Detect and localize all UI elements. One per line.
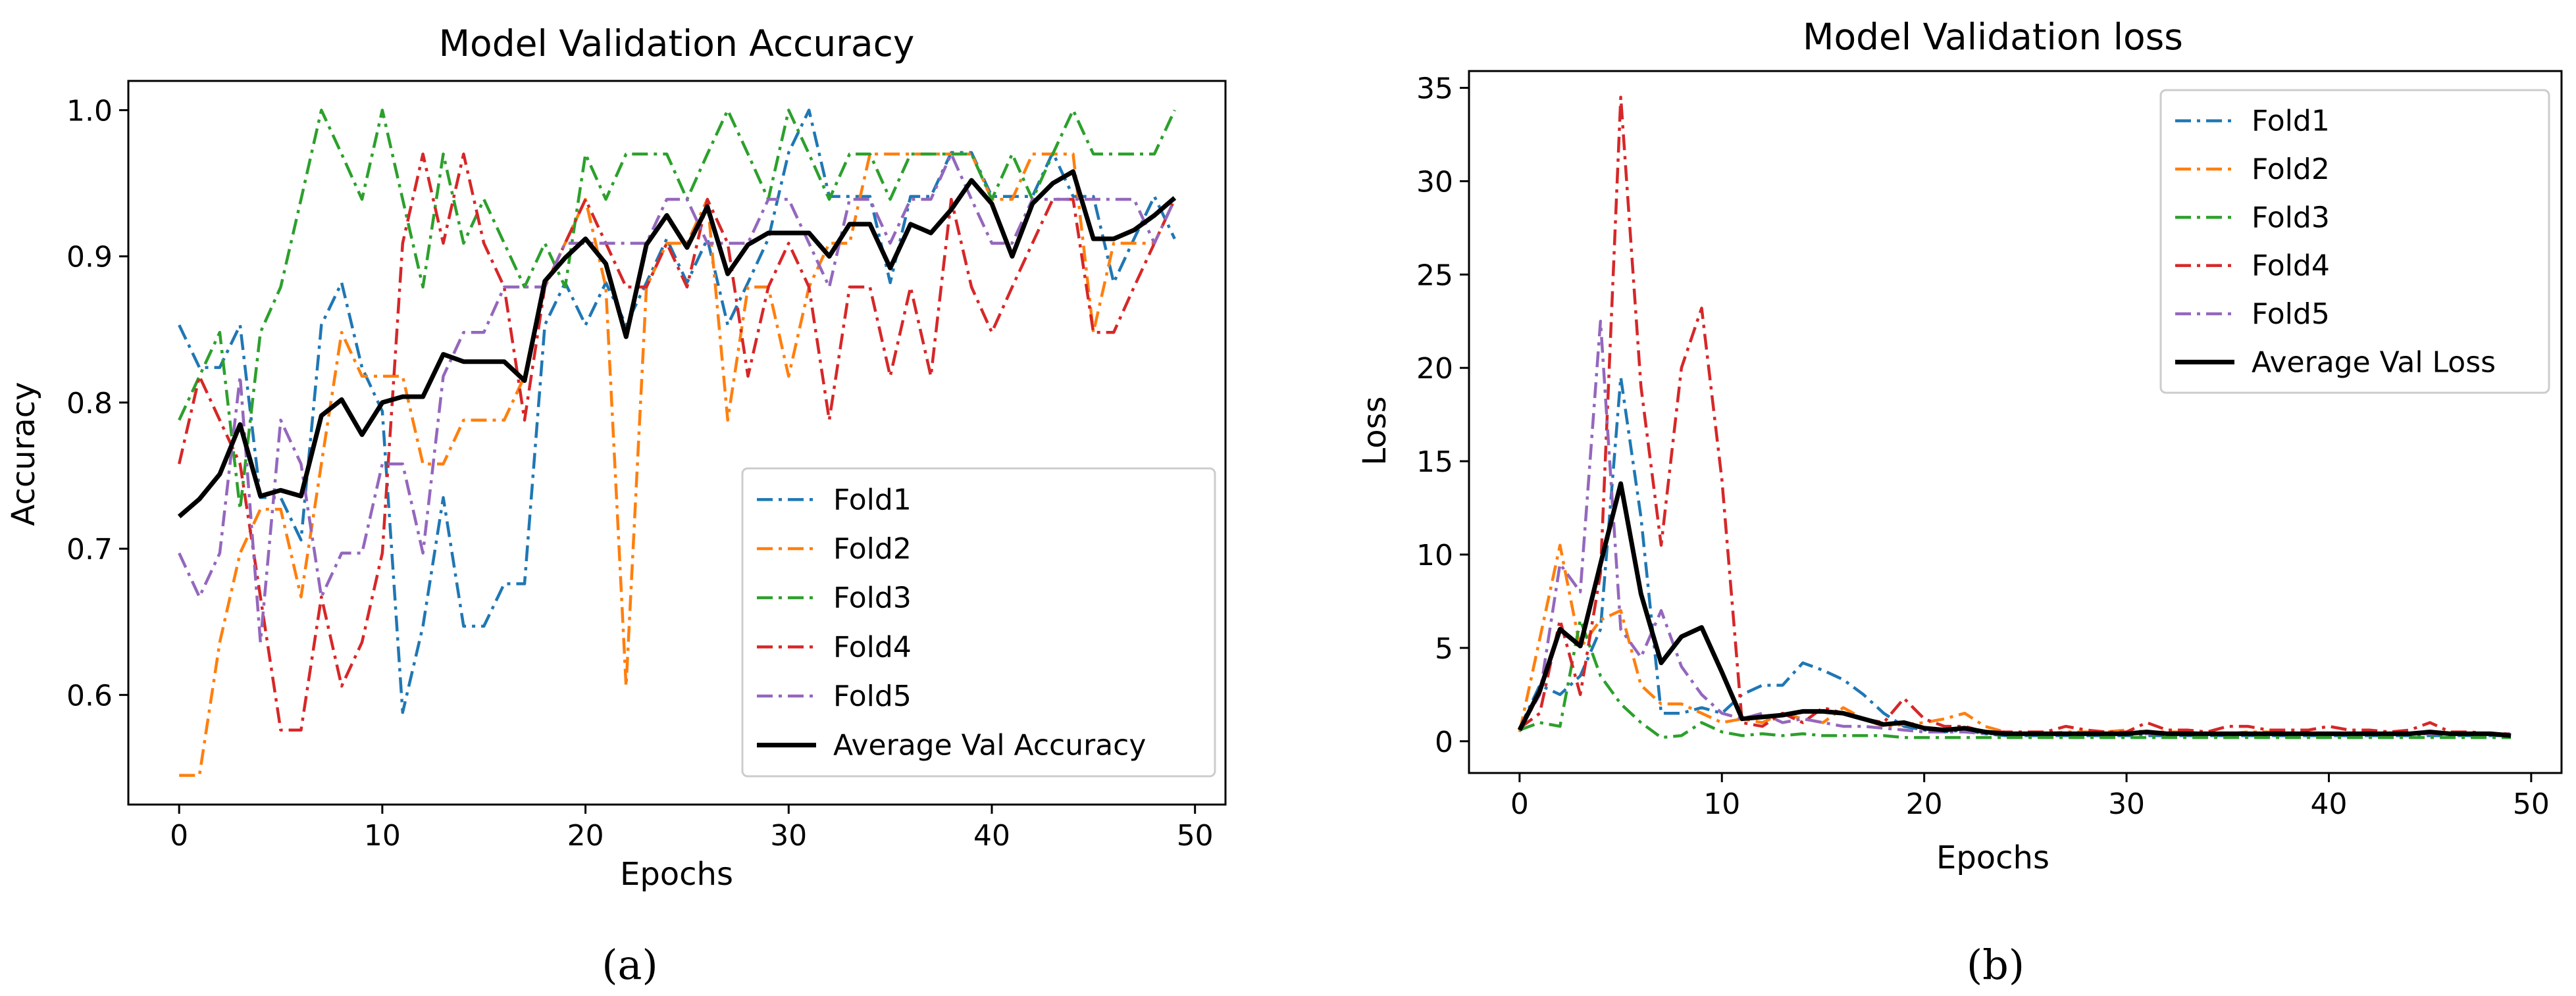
accuracy-series-group xyxy=(177,109,1177,777)
accuracy-caption: (a) xyxy=(602,941,657,989)
loss-y-tick-label: 30 xyxy=(1416,165,1453,199)
accuracy-chart-title: Model Validation Accuracy xyxy=(439,22,915,64)
loss-y-tick-label: 35 xyxy=(1416,72,1453,106)
accuracy-legend-label-fold1: Fold1 xyxy=(833,483,912,516)
loss-caption: (b) xyxy=(1967,941,2024,989)
accuracy-y-tick-label: 0.9 xyxy=(66,241,113,274)
accuracy-y-tick-label: 1.0 xyxy=(66,94,113,128)
accuracy-legend-label-average-val-accuracy: Average Val Accuracy xyxy=(833,729,1146,762)
accuracy-legend-label-fold2: Fold2 xyxy=(833,532,912,566)
loss-x-tick-label: 40 xyxy=(2310,787,2347,821)
loss-x-tick-label: 50 xyxy=(2513,787,2550,821)
loss-x-tick-label: 10 xyxy=(1703,787,1740,821)
loss-series-group xyxy=(1517,95,2512,739)
loss-axes-frame xyxy=(1468,70,2563,774)
accuracy-legend: Fold1 Fold2 Fold3 Fold4 Fold5 Average Val Acc… xyxy=(741,467,1216,778)
accuracy-x-tick-label: 20 xyxy=(567,819,604,853)
loss-legend-label-fold1: Fold1 xyxy=(2252,105,2330,138)
loss-x-tick-label: 0 xyxy=(1510,787,1529,821)
accuracy-x-axis-label: Epochs xyxy=(620,856,733,893)
loss-y-axis-label: Loss xyxy=(1356,396,1393,465)
loss-legend-label-fold4: Fold4 xyxy=(2252,249,2330,283)
loss-x-axis-label: Epochs xyxy=(1936,839,2049,876)
accuracy-series-average-val-accuracy xyxy=(177,169,1177,518)
loss-legend-label-average-val-loss: Average Val Loss xyxy=(2252,345,2496,379)
loss-y-tick-label: 25 xyxy=(1416,259,1453,292)
loss-y-tick-label: 15 xyxy=(1416,445,1453,479)
loss-series-fold4 xyxy=(1518,95,2512,735)
loss-legend-label-fold5: Fold5 xyxy=(2252,297,2330,331)
loss-y-tick-label: 20 xyxy=(1416,352,1453,386)
accuracy-series-fold2 xyxy=(179,152,1176,777)
loss-y-tick-label: 0 xyxy=(1435,726,1453,759)
accuracy-x-tick-label: 10 xyxy=(364,819,401,853)
accuracy-chart: Model Validation Accuracy Epochs Accurac… xyxy=(5,22,1227,989)
accuracy-x-tick-label: 30 xyxy=(770,819,807,853)
accuracy-series-fold4 xyxy=(178,152,1176,732)
loss-legend-label-fold3: Fold3 xyxy=(2252,201,2330,234)
accuracy-y-tick-label: 0.6 xyxy=(66,679,113,712)
loss-series-fold2 xyxy=(1518,543,2512,737)
loss-y-tick-label: 5 xyxy=(1435,632,1453,666)
loss-chart-title: Model Validation loss xyxy=(1803,16,2183,58)
accuracy-y-axis-label: Accuracy xyxy=(5,382,42,526)
loss-x-tick-label: 30 xyxy=(2108,787,2145,821)
loss-series-fold1 xyxy=(1518,376,2512,737)
accuracy-series-fold5 xyxy=(178,152,1176,644)
loss-chart: Model Validation loss Epochs Loss (b) 0 1… xyxy=(1356,16,2563,989)
accuracy-y-tick-label: 0.7 xyxy=(66,533,113,566)
accuracy-legend-label-fold3: Fold3 xyxy=(833,582,912,615)
accuracy-axes-frame xyxy=(127,80,1227,806)
loss-series-average-val-loss xyxy=(1517,481,2512,738)
loss-x-tick-label: 20 xyxy=(1906,787,1943,821)
accuracy-y-tick-label: 0.8 xyxy=(66,387,113,420)
accuracy-legend-label-fold4: Fold4 xyxy=(833,630,912,664)
accuracy-legend-label-fold5: Fold5 xyxy=(833,680,912,713)
accuracy-x-tick-label: 40 xyxy=(973,819,1010,853)
accuracy-x-tick-label: 50 xyxy=(1177,819,1214,853)
accuracy-series-fold1 xyxy=(178,109,1176,714)
loss-legend-label-fold2: Fold2 xyxy=(2252,153,2330,186)
loss-y-tick-label: 10 xyxy=(1416,539,1453,572)
loss-series-fold3 xyxy=(1519,618,2512,739)
accuracy-x-tick-label: 0 xyxy=(170,819,188,853)
loss-legend: Fold1 Fold2 Fold3 Fold4 Fold5 Average Val Los… xyxy=(2159,89,2550,394)
